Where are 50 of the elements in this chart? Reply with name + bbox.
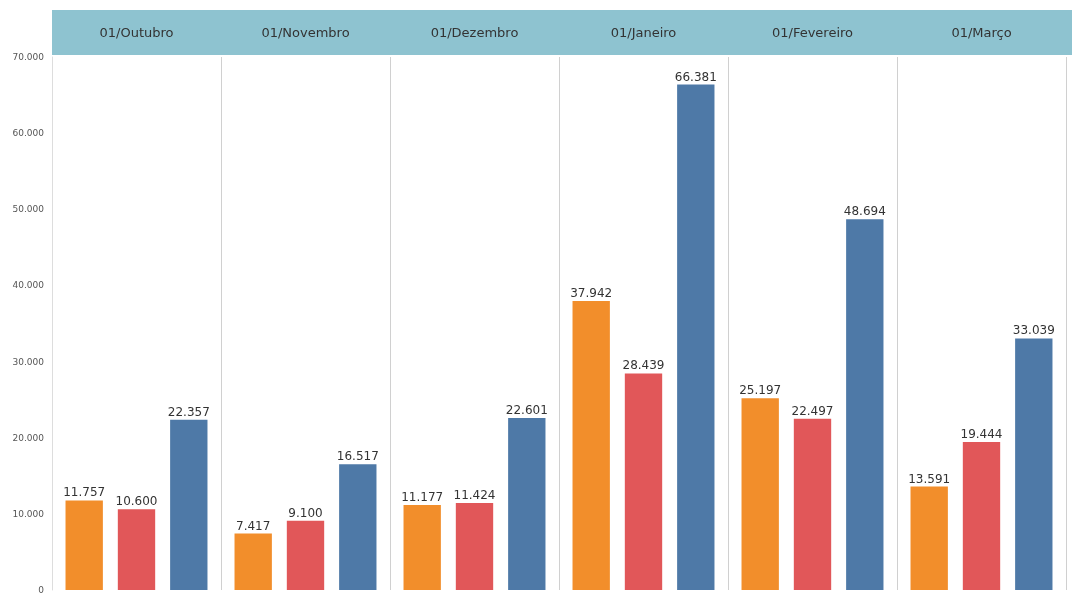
data-label: 11.757 bbox=[63, 485, 106, 500]
data-label: 11.177 bbox=[401, 489, 444, 504]
data-label: 25.197 bbox=[739, 383, 782, 398]
bar bbox=[846, 219, 884, 590]
data-label: 16.517 bbox=[336, 449, 379, 464]
bar bbox=[741, 398, 779, 590]
x-tick-label: 01/Dezembro bbox=[430, 25, 519, 40]
bar bbox=[65, 500, 103, 590]
y-tick-label: 50.000 bbox=[12, 204, 45, 215]
bar bbox=[508, 417, 546, 590]
data-label: 7.417 bbox=[236, 518, 271, 533]
bar bbox=[910, 486, 948, 590]
x-tick-label: 01/Janeiro bbox=[610, 25, 677, 40]
data-label: 66.381 bbox=[674, 69, 717, 84]
bar bbox=[403, 504, 441, 590]
data-label: 13.591 bbox=[908, 471, 951, 486]
bar bbox=[234, 533, 272, 590]
y-tick-label: 40.000 bbox=[12, 280, 45, 291]
bar bbox=[339, 464, 377, 590]
data-label: 33.039 bbox=[1012, 323, 1055, 338]
x-tick-label: 01/Outubro bbox=[99, 25, 174, 40]
bar bbox=[677, 84, 715, 590]
data-label: 48.694 bbox=[843, 204, 886, 219]
x-tick-label: 01/Fevereiro bbox=[771, 25, 854, 40]
y-tick-label: 20.000 bbox=[12, 432, 45, 443]
data-label: 37.942 bbox=[570, 286, 613, 301]
data-label: 10.600 bbox=[115, 494, 158, 509]
y-tick-label: 10.000 bbox=[12, 508, 45, 519]
bar bbox=[455, 503, 494, 590]
y-tick-label: 0 bbox=[38, 585, 45, 595]
bar bbox=[170, 419, 208, 590]
y-tick-label: 30.000 bbox=[12, 356, 45, 367]
bar bbox=[572, 301, 610, 590]
bar bbox=[117, 509, 156, 590]
bar bbox=[286, 520, 325, 590]
y-tick-label: 60.000 bbox=[12, 128, 45, 139]
data-label: 22.357 bbox=[167, 404, 210, 419]
data-label: 9.100 bbox=[288, 505, 323, 520]
bar bbox=[962, 441, 1001, 590]
bar bbox=[793, 418, 832, 590]
data-label: 19.444 bbox=[960, 426, 1003, 441]
bar bbox=[624, 373, 663, 590]
data-label: 11.424 bbox=[453, 488, 496, 503]
x-tick-label: 01/Março bbox=[951, 25, 1012, 40]
x-tick-label: 01/Novembro bbox=[261, 25, 350, 40]
data-label: 22.601 bbox=[505, 402, 548, 417]
data-label: 28.439 bbox=[622, 358, 665, 373]
y-tick-label: 70.000 bbox=[12, 52, 45, 62]
bar bbox=[1015, 338, 1053, 590]
data-label: 22.497 bbox=[791, 403, 834, 418]
